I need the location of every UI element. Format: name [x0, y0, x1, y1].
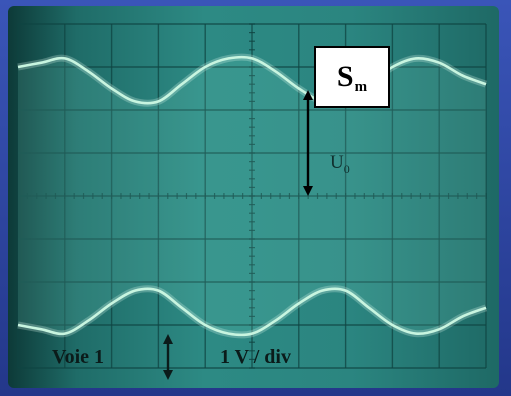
- trace-line-1: [17, 55, 487, 105]
- scale-arrow-head-up: [163, 334, 173, 344]
- amplitude-label-main: U: [330, 152, 344, 173]
- signal-label-sub: m: [354, 78, 368, 95]
- oscillogram-plot: [17, 23, 488, 380]
- arrow-head-down: [303, 186, 313, 196]
- signal-envelope: [18, 57, 486, 335]
- amplitude-arrow: [303, 90, 313, 196]
- scale-arrow: [163, 334, 173, 380]
- scale-arrow-head-down: [163, 370, 173, 380]
- grid: [17, 23, 487, 369]
- signal-traces: [17, 53, 488, 339]
- trace-line-2: [17, 287, 487, 337]
- channel-label: Voie 1: [52, 346, 105, 368]
- envelope-fill: [18, 57, 486, 335]
- scale-label: 1 V / div: [220, 346, 291, 368]
- amplitude-label-sub: 0: [343, 162, 350, 176]
- amplitude-label: U0: [330, 152, 350, 176]
- arrow-head-up: [303, 90, 313, 100]
- signal-label-main: S: [336, 60, 354, 93]
